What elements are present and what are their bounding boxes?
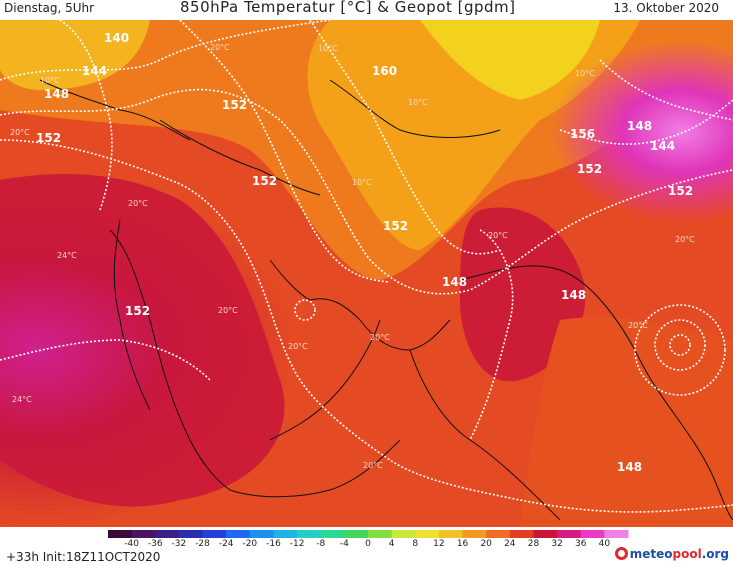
weather-map: 140 144 148 152 152 152 152 152 160 156 … — [0, 20, 733, 527]
colorbar-tick: -16 — [266, 539, 281, 549]
geopot-label: 144 — [650, 139, 675, 153]
temperature-labels: 10°C 10°C 10°C 10°C 20°C 24°C 20°C 20°C … — [10, 43, 695, 470]
temp-label: 20°C — [488, 231, 508, 240]
temp-label: 10°C — [318, 44, 338, 53]
colorbar-tick: -8 — [316, 539, 325, 549]
colorbar-swatch — [178, 530, 204, 538]
colorbar-tick: 40 — [599, 539, 611, 549]
geopot-label: 152 — [252, 174, 277, 188]
temp-label: 20°C — [363, 461, 383, 470]
colorbar-swatch — [131, 530, 156, 538]
colorbar-swatch — [273, 530, 298, 538]
colorbar-tick: 28 — [528, 539, 540, 549]
colorbar-swatch — [391, 530, 416, 538]
temp-label: 20°C — [675, 235, 695, 244]
colorbar-tick: -24 — [219, 539, 234, 549]
geopot-label: 148 — [44, 87, 69, 101]
geopot-label: 152 — [36, 131, 61, 145]
geopot-label: 156 — [570, 127, 595, 141]
temp-label: 10°C — [40, 76, 60, 85]
colorbar-swatch — [344, 530, 369, 538]
temp-label: 20°C — [628, 321, 648, 330]
colorbar-swatch — [202, 530, 227, 538]
temp-label: 20°C — [218, 306, 238, 315]
temp-label: 24°C — [57, 251, 77, 260]
temp-label: 20°C — [370, 333, 390, 342]
temp-label: 20°C — [128, 199, 148, 208]
forecast-datetime: Dienstag, 5Uhr — [4, 1, 95, 15]
geopot-label: 152 — [125, 304, 150, 318]
colorbar-tick: -36 — [148, 539, 163, 549]
colorbar-tick: 20 — [480, 539, 492, 549]
colorbar-tick: 36 — [575, 539, 587, 549]
colorbar-swatch — [438, 530, 464, 538]
colorbar-tick: 24 — [504, 539, 516, 549]
colorbar-tick: -20 — [242, 539, 257, 549]
temp-label: 20°C — [288, 342, 308, 351]
colorbar: -40 -36 -32 -28 -24 -20 -16 -12 -8 -4 0 4 8 12 16 20 24 2… — [108, 530, 629, 549]
temp-label: 10°C — [408, 98, 428, 107]
colorbar-swatch — [580, 530, 605, 538]
temperature-zone-ocean — [520, 317, 733, 527]
colorbar-swatch — [415, 530, 440, 538]
geopot-label: 148 — [617, 460, 642, 474]
header: Dienstag, 5Uhr 850hPa Temperatur [°C] & … — [0, 0, 733, 20]
temp-label: 10°C — [352, 178, 372, 187]
colorbar-tick: -12 — [290, 539, 305, 549]
colorbar-tick: 12 — [433, 539, 444, 549]
colorbar-swatch — [604, 530, 629, 538]
colorbar-tick: -28 — [195, 539, 210, 549]
meteopool-logo[interactable]: meteopool.org — [614, 547, 729, 561]
colorbar-tick: 32 — [551, 539, 562, 549]
colorbar-swatch — [320, 530, 345, 538]
colorbar-tick: 4 — [389, 539, 395, 549]
colorbar-swatch — [557, 530, 582, 538]
coastlines — [39, 79, 733, 521]
forecast-date: 13. Oktober 2020 — [613, 1, 719, 15]
colorbar-swatch — [297, 530, 322, 538]
colorbar-swatch — [509, 530, 534, 538]
colorbar-swatch — [533, 530, 558, 538]
temp-label: 20°C — [210, 43, 230, 52]
colorbar-tick: 0 — [365, 539, 371, 549]
colorbar-swatch — [226, 530, 251, 538]
temp-label: 24°C — [12, 395, 32, 404]
temp-label: 10°C — [575, 69, 595, 78]
colorbar-swatch — [249, 530, 274, 538]
geopotential-isolines — [0, 20, 733, 513]
geopot-label: 148 — [442, 275, 467, 289]
geopotential-labels: 140 144 148 152 152 152 152 152 160 156 … — [36, 31, 693, 474]
geopot-label: 148 — [627, 119, 652, 133]
footer: -40 -36 -32 -28 -24 -20 -16 -12 -8 -4 0 4 8 12 16 20 24 2… — [0, 527, 733, 566]
geopot-label: 144 — [82, 64, 107, 78]
colorbar-swatch — [486, 530, 511, 538]
colorbar-swatch — [462, 530, 487, 538]
geopot-label: 160 — [372, 64, 397, 78]
geopot-label: 152 — [577, 162, 602, 176]
geopot-label: 152 — [222, 98, 247, 112]
colorbar-swatch — [108, 530, 133, 538]
temp-label: 20°C — [10, 128, 30, 137]
colorbar-tick: -40 — [124, 539, 139, 549]
colorbar-tick: 16 — [457, 539, 469, 549]
colorbar-swatch — [368, 530, 393, 538]
geopot-label: 140 — [104, 31, 129, 45]
init-label: +33h Init:18Z11OCT2020 — [6, 550, 161, 564]
geopot-label: 152 — [668, 184, 693, 198]
meteopool-logo-icon — [614, 547, 628, 560]
map-title: 850hPa Temperatur [°C] & Geopot [gpdm] — [180, 0, 516, 16]
colorbar-tick: -4 — [340, 539, 349, 549]
colorbar-tick: -32 — [172, 539, 187, 549]
colorbar-tick: 8 — [412, 539, 418, 549]
colorbar-swatch — [155, 530, 180, 538]
geopot-label: 152 — [383, 219, 408, 233]
geopot-label: 148 — [561, 288, 586, 302]
